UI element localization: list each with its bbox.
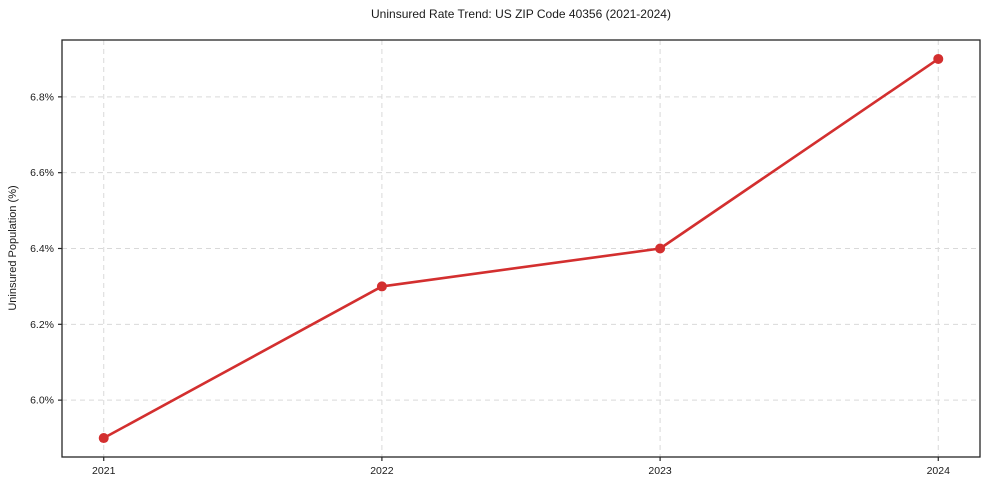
y-tick-label: 6.6% <box>30 167 54 179</box>
x-tick-label: 2021 <box>92 465 116 477</box>
trend-line <box>102 57 940 440</box>
y-tick-label: 6.2% <box>30 319 54 331</box>
y-tick-label: 6.4% <box>30 243 54 255</box>
data-point-marker <box>655 243 666 254</box>
y-tick-label: 6.0% <box>30 395 54 407</box>
chart-title: Uninsured Rate Trend: US ZIP Code 40356 … <box>371 7 671 21</box>
y-tick-label: 6.8% <box>30 91 54 103</box>
x-tick-label: 2022 <box>370 465 394 477</box>
x-tick-label: 2023 <box>648 465 672 477</box>
data-point-marker <box>98 433 109 444</box>
data-point-marker <box>376 281 387 292</box>
x-tick-label: 2024 <box>927 465 951 477</box>
data-point-marker <box>933 53 944 64</box>
